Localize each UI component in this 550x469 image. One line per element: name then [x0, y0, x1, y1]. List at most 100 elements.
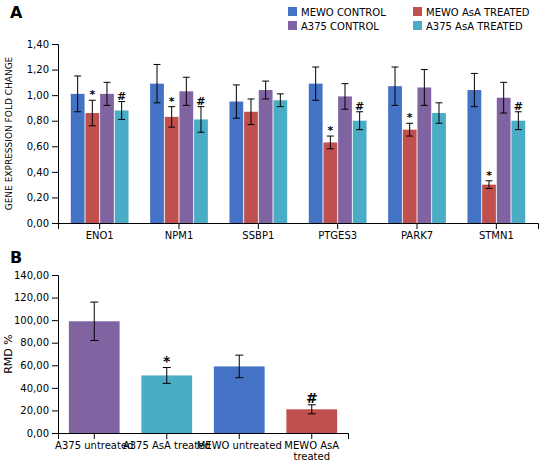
y-axis-title: RMD %: [2, 334, 15, 374]
x-tick-mark: [239, 433, 240, 439]
error-bar: [327, 136, 334, 149]
plot: 0,000,200,400,600,801,001,201,40ENO1NPM1…: [4, 39, 539, 241]
bar: [273, 100, 287, 223]
y-tick-label: 0,60: [27, 141, 49, 152]
axis-line: [59, 434, 349, 440]
significance-marker: #: [514, 100, 523, 113]
error-bar: [342, 84, 349, 110]
title: B: [10, 248, 22, 267]
significance-marker: *: [169, 95, 175, 108]
x-tick: PTGES3: [318, 223, 357, 241]
y-tick: 140,00: [14, 270, 58, 281]
legend-label: A375 CONTROL: [301, 21, 379, 32]
y-tick-label: 120,00: [14, 292, 49, 303]
y-tick-mark: [52, 95, 58, 96]
bar: [309, 84, 323, 223]
panel: 0,000,200,400,600,801,001,201,40ENO1NPM1…: [4, 3, 539, 241]
chart-root: 0,000,200,400,600,801,001,201,40ENO1NPM1…: [0, 0, 550, 469]
error-bar: [392, 67, 399, 105]
significance-marker: *: [89, 88, 95, 101]
x-tick-mark: [258, 223, 259, 229]
x-tick: SSBP1: [242, 223, 274, 241]
error-bar: [118, 102, 125, 120]
y-tick-mark: [52, 320, 58, 321]
axis-line: [52, 276, 59, 434]
y-tick-label: 0,80: [27, 115, 49, 126]
y-tick-label: 1,20: [27, 64, 49, 75]
x-axis: ENO1 NPM1 SSBP1 PTGES3 PARK7 STMN1: [59, 223, 539, 241]
error-bar: [233, 85, 240, 118]
significance-marker: #: [196, 95, 205, 108]
y-tick-label: 80,00: [20, 337, 49, 348]
error-bar: [500, 82, 507, 113]
bar: [194, 119, 208, 223]
y-tick: 0,20: [27, 192, 58, 203]
plot: 0,0020,0040,0060,0080,00100,00120,00140,…: [2, 270, 349, 462]
x-tick-mark: [496, 223, 497, 229]
error-bar: [308, 405, 316, 414]
y-tick: 20,00: [20, 405, 58, 416]
legend-item: A375 CONTROL: [288, 21, 379, 32]
bar: [100, 94, 114, 223]
x-tick: ENO1: [86, 223, 114, 241]
y-tick: 80,00: [20, 337, 58, 348]
y-tick-label: 100,00: [14, 315, 49, 326]
y-tick-mark: [52, 365, 58, 366]
error-bar: [168, 107, 175, 127]
error-bar: [104, 82, 111, 105]
x-axis: A375 untreatedA375 AsA treatedMEWO untre…: [55, 433, 348, 462]
bar: [244, 112, 258, 223]
x-tick-label: STMN1: [479, 230, 514, 241]
bar: [85, 113, 99, 223]
bar: [323, 142, 337, 223]
y-tick-mark: [52, 298, 58, 299]
y-tick-mark: [52, 275, 58, 276]
bar: [150, 84, 164, 223]
axis-line: [59, 224, 539, 230]
y-tick-mark: [52, 433, 58, 434]
bar: [403, 130, 417, 223]
significance-marker: #: [306, 390, 318, 406]
bar: [353, 121, 367, 223]
x-tick-label-line: treated: [293, 451, 330, 462]
bar: [229, 102, 243, 223]
y-tick-label: 1,00: [27, 90, 49, 101]
error-bar: [436, 103, 443, 123]
error-bar: [277, 94, 284, 107]
y-tick: 60,00: [20, 360, 58, 371]
legend-swatch: [413, 7, 422, 16]
bar: [511, 121, 525, 223]
significance-marker: *: [407, 111, 413, 124]
y-axis-title: GENE EXPRESSION FOLD CHANGE: [4, 56, 14, 210]
x-tick-mark: [178, 223, 179, 229]
bar: [417, 87, 431, 223]
y-tick-mark: [52, 410, 58, 411]
bar: [338, 96, 352, 223]
x-tick-mark: [337, 223, 338, 229]
x-tick-label: A375 untreated: [55, 440, 133, 451]
error-bar: [312, 67, 319, 100]
x-tick-mark: [311, 433, 312, 439]
significance-marker: *: [327, 124, 333, 137]
error-bar: [262, 81, 269, 99]
error-bar: [421, 70, 428, 106]
y-tick-mark: [52, 223, 58, 224]
x-tick: NPM1: [165, 223, 194, 241]
x-tick-label: PARK7: [401, 230, 433, 241]
legend: MEWO CONTROLMEWO AsA TREATEDA375 CONTROL…: [288, 7, 530, 32]
significance-marker: *: [163, 353, 171, 369]
bar: [432, 113, 446, 223]
y-tick-mark: [52, 121, 58, 122]
y-tick-label: 1,40: [27, 39, 49, 50]
y-tick-label: 0,20: [27, 192, 49, 203]
error-bar: [248, 99, 255, 125]
annotations: *****####: [89, 88, 522, 182]
background: [0, 0, 550, 469]
bar: [467, 90, 481, 223]
error-bar: [471, 73, 478, 106]
x-tick-mark: [166, 433, 167, 439]
y-tick-label: 60,00: [20, 360, 49, 371]
bar: [179, 91, 193, 223]
x-tick: MEWO untreated: [197, 433, 282, 451]
y-tick-mark: [52, 146, 58, 147]
